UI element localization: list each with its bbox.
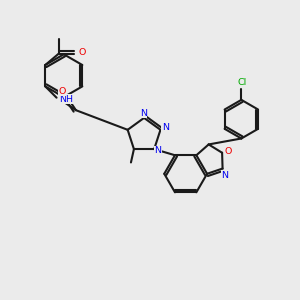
Text: O: O — [79, 48, 86, 57]
Text: N: N — [140, 109, 147, 118]
Text: N: N — [162, 123, 169, 132]
Text: N: N — [221, 171, 228, 180]
Text: NH: NH — [59, 95, 73, 104]
Text: O: O — [225, 147, 232, 156]
Text: O: O — [58, 87, 66, 96]
Text: Cl: Cl — [237, 77, 247, 86]
Text: N: N — [154, 146, 161, 155]
